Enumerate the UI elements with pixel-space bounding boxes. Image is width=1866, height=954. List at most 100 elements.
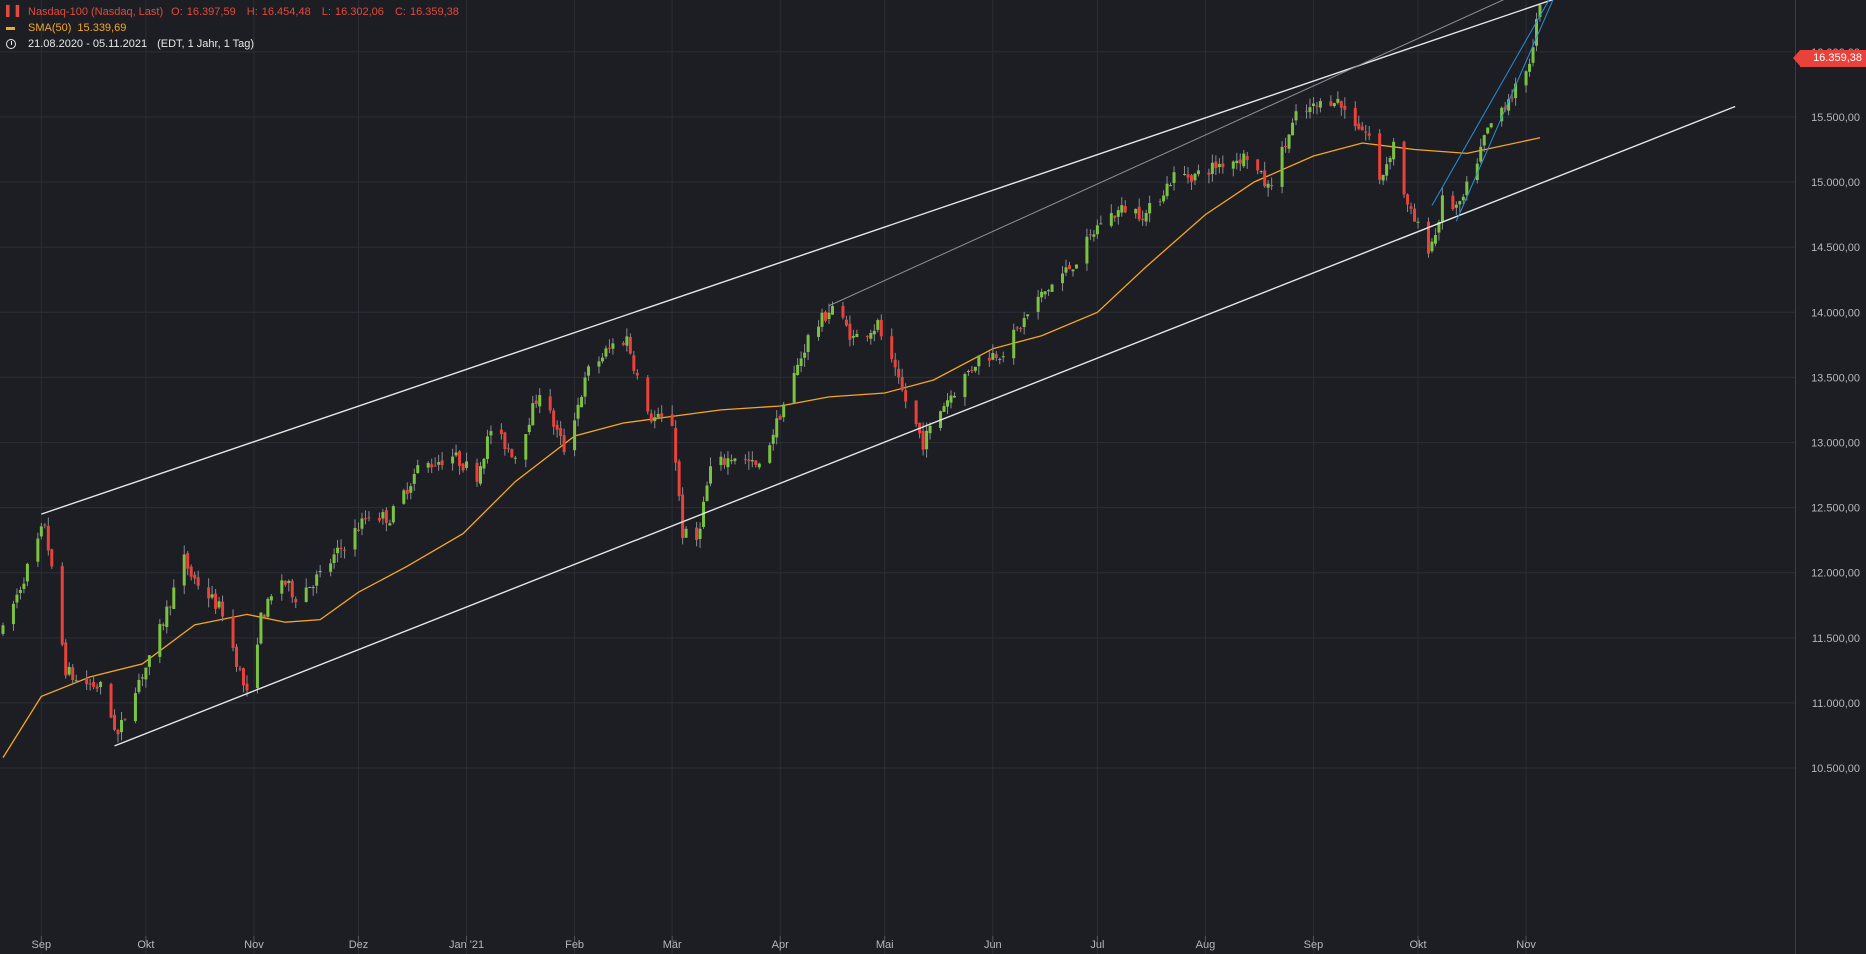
candle-body [71,667,75,680]
candle [1315,101,1319,115]
x-tick-label: Mär [663,939,682,951]
candle [1524,70,1528,93]
candle [1381,174,1385,185]
candle-body [677,461,681,497]
candle [1332,102,1336,108]
candle [123,718,127,722]
candle-body [210,594,214,598]
candle [817,320,821,341]
candle [269,594,273,605]
candle-body [99,681,103,687]
candle [757,462,761,470]
candle [890,328,894,363]
candle [259,612,263,645]
candle [949,390,953,409]
candle-body [1336,98,1340,103]
candle-body [1461,196,1465,201]
candle [1134,208,1138,219]
candle-body [1245,156,1249,160]
price-axis-panel[interactable] [1795,0,1866,954]
candle-body [698,528,702,539]
candle-body [360,518,364,529]
candle-body [527,424,531,433]
candle-body [269,596,273,601]
candle [768,442,772,465]
candle-body [1406,194,1410,205]
candle [161,622,165,631]
candle [1169,182,1173,187]
sma-line-icon [6,20,20,36]
candle [478,461,482,486]
candle-body [879,319,883,337]
candle [377,512,381,523]
candle [580,395,584,408]
candle-body [343,549,347,551]
candle [1109,204,1113,228]
candle-body [942,406,946,412]
candle-body [1332,103,1336,107]
candle [559,421,563,445]
sma-legend-row[interactable]: SMA(50) 15.339,69 [6,20,459,36]
candle [1486,127,1490,135]
candle-body [1120,205,1124,213]
range-legend-row[interactable]: 21.08.2020 - 05.11.2021 (EDT, 1 Jahr, 1 … [6,36,459,52]
candle-body [1315,105,1319,107]
x-tick-label: Mai [876,939,894,951]
instrument-legend-row[interactable]: ▌▐ Nasdaq-100 (Nasdaq, Last) O: 16.397,59… [6,4,459,20]
candle-body [140,677,144,679]
candle [548,388,552,414]
sma-value: 15.339,69 [77,22,127,34]
candle-body [1465,181,1469,196]
candle [137,673,141,695]
candle-body [1259,171,1263,173]
candle [214,589,218,614]
candle [360,512,364,536]
candle [1207,168,1211,184]
candle-body [1074,264,1078,269]
candle [25,562,29,587]
candle [231,609,235,652]
candle-body [315,574,319,586]
candle-body [1385,164,1389,176]
chart-grid [0,0,1795,954]
candle [674,420,678,471]
candle [803,344,807,367]
candle-body [1134,209,1138,214]
candle-body [402,490,406,504]
candle-body [1144,212,1148,222]
candle-body [193,574,197,579]
candle-body [339,547,343,550]
candle [513,455,517,464]
candle [1535,12,1539,52]
candle [182,545,186,595]
candle [1514,77,1518,106]
candle-body [18,589,22,594]
candle [534,394,538,408]
candle-body [1019,328,1023,330]
candle-body [1,625,5,634]
candle [531,395,535,426]
candle [611,338,615,355]
x-tick-label: Dez [349,939,369,951]
candle-body [15,594,19,603]
candle-body [513,457,517,459]
candle [465,452,469,471]
candle [555,420,559,438]
candle-body [1061,273,1065,284]
candle-body [133,693,137,722]
candle [294,596,298,609]
candle-body [1500,107,1504,122]
candle-body [1392,141,1396,160]
candle-body [454,452,458,456]
candle [1256,159,1260,175]
candle-body [391,506,395,523]
candle [461,462,465,473]
candle-body [60,566,64,645]
candle-body [674,428,678,463]
candle [709,457,713,487]
candle [454,444,458,458]
candle-body [353,528,357,550]
candle-body [719,456,723,466]
candle [1329,95,1333,107]
